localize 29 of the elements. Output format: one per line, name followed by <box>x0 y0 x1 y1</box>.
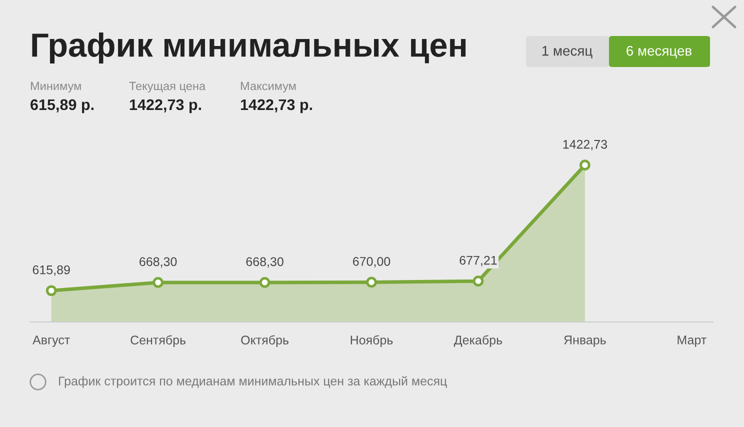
data-label: 668,30 <box>246 257 284 268</box>
data-label: 668,30 <box>140 257 177 268</box>
point <box>46 285 57 296</box>
annotation: График строится по медианам минимальных цен за каждый месяц <box>59 376 447 388</box>
text: 1422,73 р. <box>240 99 312 114</box>
text: 1422,73 р. <box>130 99 201 114</box>
x-tick-label: Сентябрь <box>130 335 186 347</box>
text: Максимум <box>240 82 296 92</box>
point <box>152 277 164 288</box>
x-tick-label: Октябрь <box>241 335 288 347</box>
point <box>580 160 590 171</box>
x-tick-label: Декабрь <box>454 335 502 347</box>
x-tick-label: Ноябрь <box>350 335 393 347</box>
x-tick-label: Август <box>32 336 70 347</box>
text: 1 месяц <box>542 46 592 58</box>
text: 6 месяцев <box>626 46 692 58</box>
x-tick-label: Март <box>678 336 706 347</box>
data-label: 1422,73 <box>563 140 607 150</box>
data-label: 615,89 <box>32 265 70 276</box>
text: 615,89 р. <box>30 99 94 114</box>
x-tick-label: Январь <box>564 336 606 347</box>
point <box>366 276 377 288</box>
data-label: 670,00 <box>353 256 390 268</box>
data-label: 677,21 <box>460 256 497 266</box>
point <box>472 276 484 286</box>
point <box>259 277 270 288</box>
text: Текущая цена <box>129 82 206 92</box>
text: Минимум <box>30 82 81 92</box>
chart-title: График минимальных цен <box>32 32 466 64</box>
